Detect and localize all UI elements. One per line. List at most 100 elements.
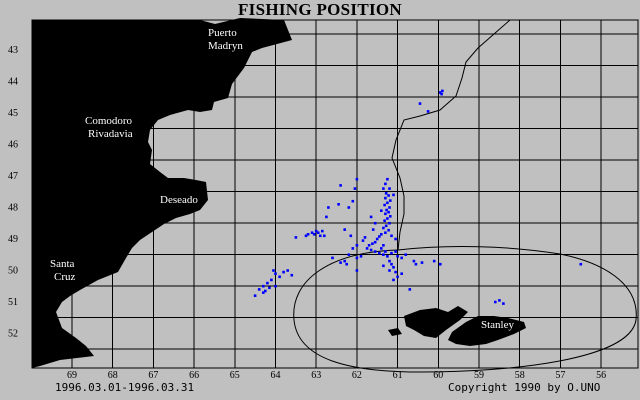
fishing-position-point [262, 291, 265, 294]
latitude-tick-label: 44 [8, 77, 18, 88]
fishing-position-point [270, 278, 273, 282]
fishing-position-point [363, 236, 367, 239]
fishing-position-point [349, 234, 353, 238]
latitude-tick-label: 50 [8, 266, 18, 277]
fishing-position-point [323, 234, 326, 238]
fishing-position-point [272, 269, 275, 272]
fishing-position-point [380, 233, 383, 236]
fishing-position-point [382, 253, 385, 256]
fishing-position-point [382, 187, 385, 190]
fishing-position-point [432, 259, 436, 263]
fishing-position-point [387, 194, 390, 197]
longitude-tick-label: 66 [189, 370, 199, 381]
fishing-position-point [325, 215, 328, 219]
fishing-position-point [345, 262, 348, 266]
fishing-position-point [286, 269, 289, 272]
place-label: Deseado [160, 194, 198, 206]
fishing-position-point [369, 248, 373, 252]
fishing-position-point [392, 266, 395, 269]
falkland-east-island [448, 316, 526, 346]
fishing-position-point [253, 294, 257, 297]
fishing-position-point [390, 234, 393, 238]
fishing-position-point [579, 262, 583, 266]
fishing-position-point [294, 236, 298, 239]
fishing-position-point [373, 250, 377, 253]
fishing-position-point [373, 221, 377, 225]
fishing-position-point [382, 244, 385, 247]
longitude-tick-label: 59 [474, 370, 484, 381]
fishing-position-point [304, 234, 308, 238]
fishing-position-point [394, 237, 397, 241]
longitude-ticks: 69 68 67 66 65 64 63 62 61 60 59 58 57 56 [67, 370, 606, 381]
place-label: Puerto [208, 27, 237, 39]
fishing-position-point [359, 255, 363, 258]
fishing-position-point [439, 262, 442, 266]
fishing-position-point [337, 203, 340, 206]
latitude-tick-label: 43 [8, 45, 18, 56]
fishing-position-point [396, 275, 399, 279]
fishing-position-point [400, 256, 403, 260]
fishing-position-point [378, 235, 381, 238]
fishing-position-point [365, 247, 369, 250]
fishing-position-point [384, 231, 387, 234]
longitude-tick-label: 68 [108, 370, 118, 381]
fishing-position-point [264, 289, 267, 293]
fishing-position-point [371, 228, 375, 231]
fishing-position-point [353, 187, 357, 190]
fishing-position-point [382, 226, 385, 230]
fishing-position-point [420, 261, 424, 264]
fishing-position-point [386, 255, 389, 258]
fishing-position-point [414, 262, 418, 266]
fishing-position-point [355, 244, 359, 247]
fishing-position-point [343, 259, 346, 263]
fishing-position-point [262, 284, 265, 288]
fishing-position-point [384, 182, 387, 186]
fishing-position-point [502, 302, 505, 305]
date-range: 1996.03.01-1996.03.31 [55, 381, 195, 394]
longitude-tick-label: 67 [148, 370, 158, 381]
fishing-position-point [278, 275, 281, 279]
fishing-position-point [385, 208, 388, 212]
fishing-position-point [343, 228, 346, 231]
fishing-position-point [384, 224, 388, 228]
patagonia-coastline [32, 18, 292, 368]
fishing-position-point [392, 193, 395, 197]
fishing-position-point [319, 234, 322, 238]
fishing-position-point [494, 300, 497, 304]
fishing-position-point [382, 264, 385, 268]
fishing-position-point [383, 203, 386, 207]
fishing-position-point [384, 212, 387, 216]
falkland-small-islet [388, 328, 402, 336]
fishing-position-point [351, 247, 355, 250]
fishing-position-point [282, 270, 285, 274]
fishing-position-point [355, 177, 359, 181]
fishing-position-point [339, 184, 342, 187]
longitude-tick-label: 62 [352, 370, 362, 381]
fishing-position-point [498, 299, 501, 302]
longitude-tick-label: 69 [67, 370, 77, 381]
fishing-position-point [316, 231, 320, 234]
longitude-tick-label: 64 [271, 370, 281, 381]
fishing-position-point [384, 196, 387, 200]
fishing-position-point [314, 229, 318, 233]
longitude-tick-label: 60 [433, 370, 443, 381]
latitude-tick-label: 48 [8, 203, 18, 214]
fishing-position-point [290, 273, 294, 277]
fishing-position-point [396, 255, 399, 258]
fishing-position-point [389, 215, 392, 218]
eez-boundary-line [391, 19, 511, 251]
fishing-position-point [441, 89, 444, 93]
fishing-position-point [331, 256, 334, 260]
fishing-position-point [383, 219, 386, 222]
fishing-position-point [257, 288, 261, 291]
fishing-position-point [386, 177, 389, 181]
place-label: Stanley [481, 319, 514, 331]
latitude-ticks: 43 44 45 46 47 48 49 50 51 52 [8, 45, 18, 340]
fishing-position-point [384, 250, 387, 253]
fishing-position-point [321, 229, 324, 233]
fishing-position-point [388, 187, 391, 190]
fishing-position-point [390, 251, 393, 255]
fishing-position-point [426, 110, 430, 113]
fishing-position-point [388, 206, 391, 209]
